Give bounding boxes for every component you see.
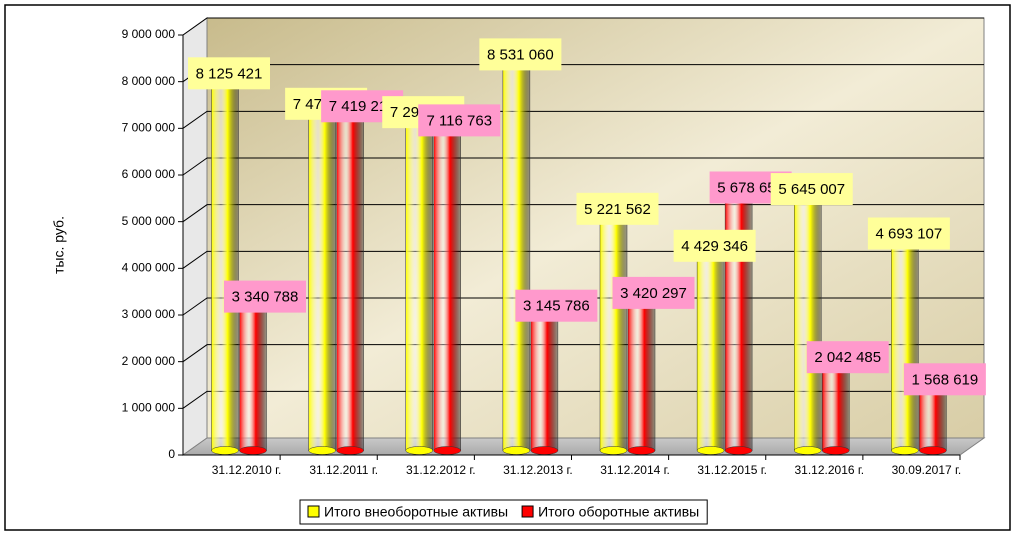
cylinder [696, 241, 725, 455]
x-tick-label: 31.12.2015 г. [697, 463, 767, 477]
bar-bottom [405, 446, 433, 455]
value-label: 3 340 788 [232, 289, 299, 306]
value-label-box [224, 280, 306, 313]
y-tick-label: 9 000 000 [122, 27, 176, 41]
y-tick-label: 8 000 000 [122, 74, 176, 88]
y-tick-label: 4 000 000 [122, 261, 176, 275]
bar-bottom [627, 446, 656, 455]
y-tick-label: 5 000 000 [122, 214, 176, 228]
grid-line [182, 110, 984, 129]
bar [211, 73, 239, 451]
value-label-box [673, 229, 756, 262]
value-label-box [418, 104, 501, 137]
y-tick-label: 6 000 000 [122, 167, 176, 181]
bar [599, 208, 628, 451]
x-tick-label: 31.12.2010 г. [212, 463, 282, 477]
bar [433, 120, 461, 451]
cylinder [794, 184, 822, 455]
value-label: 3 420 297 [620, 285, 687, 302]
x-tick-label: 31.12.2016 г. [794, 463, 864, 477]
bar-bottom [239, 446, 267, 455]
y-tick-label: 3 000 000 [122, 307, 176, 321]
legend-label: Итого внеоборотные активы [324, 504, 508, 520]
value-label: 1 568 619 [912, 371, 979, 388]
y-tick-label: 0 [168, 447, 175, 461]
y-tick-label: 1 000 000 [122, 401, 176, 415]
bar [696, 245, 725, 451]
grid-line [182, 17, 984, 36]
x-tick-label: 31.12.2014 г. [600, 463, 670, 477]
value-label: 7 419 216 [329, 98, 396, 115]
floor [181, 437, 986, 456]
x-tick-label: 30.09.2017 г. [892, 463, 962, 477]
bar-bottom [308, 446, 336, 455]
x-tick-label: 31.12.2013 г. [503, 463, 573, 477]
bar-bottom [822, 446, 850, 455]
value-label: 2 042 485 [814, 349, 881, 366]
value-label: 5 678 651 [717, 179, 784, 196]
legend-label: Итого оборотные активы [538, 504, 699, 520]
x-tick-label: 31.12.2011 г. [309, 463, 378, 477]
cylinder [308, 99, 336, 455]
bar [794, 188, 822, 451]
cylinder [627, 288, 656, 455]
bar-bottom [891, 446, 919, 455]
value-label: 4 429 346 [681, 238, 748, 255]
bar [891, 233, 919, 451]
cylinder [433, 116, 461, 455]
value-label-box [188, 57, 270, 90]
y-tick-label: 7 000 000 [122, 121, 176, 135]
cylinder [405, 107, 433, 455]
bar-bottom [211, 446, 239, 455]
bar [308, 103, 336, 451]
bar-bottom [336, 446, 364, 455]
x-tick-label: 31.12.2012 г. [406, 463, 476, 477]
y-tick-label: 2 000 000 [122, 354, 176, 368]
value-label-box [867, 217, 950, 250]
legend-box [299, 499, 708, 525]
value-label: 4 693 107 [876, 225, 943, 242]
cylinder [599, 204, 628, 455]
cylinder [530, 301, 559, 455]
y-axis-label: тыс. руб. [51, 216, 67, 274]
bar [239, 296, 267, 451]
bar [530, 305, 559, 451]
cylinder [891, 229, 919, 455]
value-label: 8 531 060 [487, 46, 554, 63]
value-label-box [479, 38, 562, 71]
cylinder [211, 69, 239, 455]
bar [502, 54, 531, 451]
bar [724, 187, 753, 451]
value-label-box [806, 341, 889, 374]
grid-line [182, 157, 984, 176]
value-label: 5 645 007 [778, 181, 845, 198]
bar [336, 106, 364, 451]
legend-swatch [307, 505, 320, 518]
bar-bottom [696, 446, 725, 455]
value-label: 3 145 786 [523, 298, 590, 315]
value-label: 5 221 562 [584, 201, 651, 218]
bar-bottom [919, 446, 947, 455]
value-label-box [903, 363, 986, 396]
cylinder [336, 102, 364, 455]
bar-bottom [502, 446, 531, 455]
value-label: 8 125 421 [196, 65, 263, 82]
cylinder [724, 183, 753, 455]
bar-bottom [530, 446, 559, 455]
cylinder [239, 292, 267, 455]
legend-swatch [521, 505, 534, 518]
value-label: 7 116 763 [426, 112, 492, 129]
value-label-box [612, 276, 695, 309]
bar-bottom [433, 446, 461, 455]
bar-bottom [599, 446, 628, 455]
value-label-box [576, 192, 659, 225]
value-label-box [515, 289, 598, 322]
bar-bottom [794, 446, 822, 455]
bar-bottom [724, 446, 753, 455]
cylinder [502, 50, 531, 455]
bar [627, 292, 656, 451]
bar [405, 111, 433, 451]
value-label-box [770, 173, 853, 206]
